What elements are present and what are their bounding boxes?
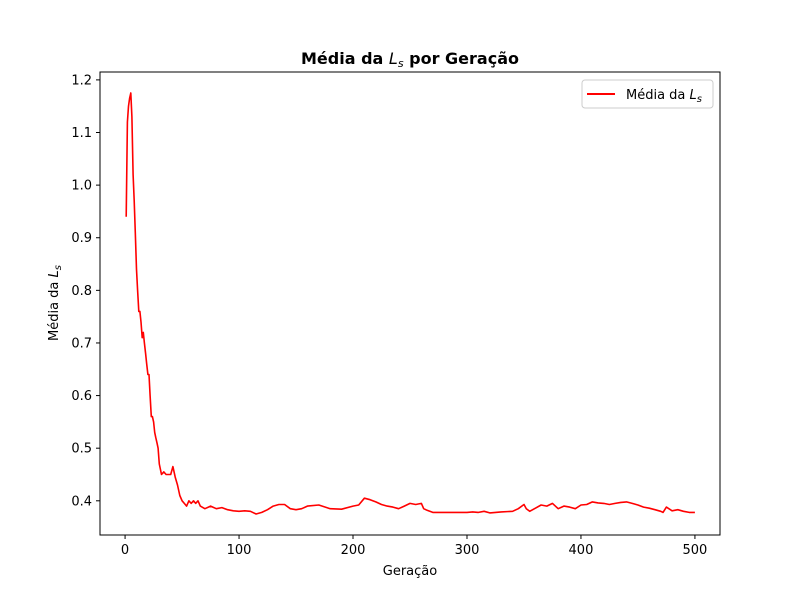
y-tick-label: 0.6 xyxy=(71,389,92,404)
x-tick-label: 300 xyxy=(455,543,480,558)
y-axis-ticks: 0.4 0.5 0.6 0.7 0.8 0.9 1.0 1.1 1.2 xyxy=(71,73,100,509)
x-tick-label: 500 xyxy=(683,543,708,558)
legend: Média da Ls xyxy=(581,79,714,109)
y-tick-label: 0.9 xyxy=(71,231,92,246)
x-tick-label: 400 xyxy=(569,543,594,558)
x-tick-label: 0 xyxy=(121,543,129,558)
y-tick-label: 1.1 xyxy=(71,126,92,141)
y-tick-label: 1.0 xyxy=(71,179,92,194)
chart-title: Média da Ls por Geração xyxy=(301,49,519,70)
legend-label: Média da Ls xyxy=(626,88,702,105)
series-line xyxy=(125,92,695,515)
y-axis-label: Média da Ls xyxy=(47,265,64,341)
plot-area-frame xyxy=(99,71,721,536)
x-tick-label: 100 xyxy=(227,543,252,558)
y-tick-label: 0.7 xyxy=(71,336,92,351)
legend-box xyxy=(581,79,714,109)
x-axis-label: Geração xyxy=(383,564,437,579)
x-axis-ticks: 0 100 200 300 400 500 xyxy=(121,535,707,558)
y-tick-label: 1.2 xyxy=(71,73,92,88)
x-tick-label: 200 xyxy=(341,543,366,558)
y-tick-label: 0.5 xyxy=(71,442,92,457)
y-tick-label: 0.4 xyxy=(71,494,92,509)
y-tick-label: 0.8 xyxy=(71,284,92,299)
